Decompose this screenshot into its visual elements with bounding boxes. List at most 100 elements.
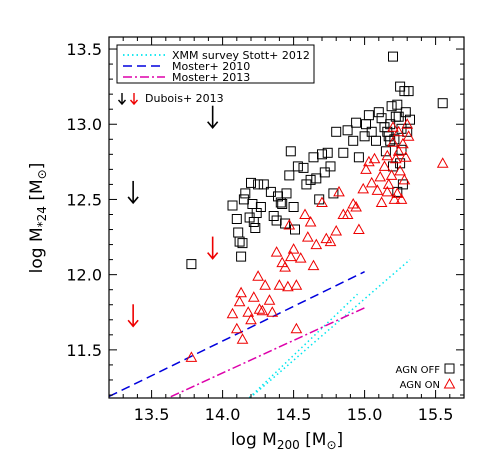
legend-label-xmm: XMM survey Stott+ 2012: [172, 49, 310, 62]
agn-on-point: [290, 279, 303, 290]
y-axis-label: log M*24 [M⊙]: [27, 163, 49, 274]
agn-on-point: [294, 252, 307, 263]
plot-frame: [108, 36, 465, 399]
agn-on-point: [353, 223, 365, 234]
reference-line: [247, 293, 359, 398]
agn-on-point: [301, 231, 314, 242]
agn-on-point: [360, 163, 372, 174]
agn-on-point: [398, 173, 411, 185]
agn-on-point: [330, 224, 343, 236]
agn-off-point: [305, 174, 316, 185]
reference-line: [248, 259, 411, 398]
agn-off-point: [284, 170, 295, 181]
agn-on-point: [381, 149, 394, 161]
agn-on-point: [316, 196, 328, 207]
agn-on-point: [282, 280, 294, 292]
agn-on-point: [226, 307, 239, 319]
agn-off-point: [233, 227, 244, 238]
agn-off-marker: [444, 363, 455, 374]
agn-on-point: [290, 322, 303, 334]
legend-box: [116, 44, 315, 84]
agn-off-point: [388, 161, 398, 172]
y-tick-label: 12.5: [66, 190, 102, 209]
agn-on-point: [381, 185, 394, 197]
agn-on-point: [389, 152, 402, 164]
agn-off-point: [322, 147, 333, 158]
agn-on-point: [252, 270, 264, 281]
agn-off-point: [386, 101, 397, 112]
agn-off-point: [388, 51, 398, 62]
agn-on-point: [233, 295, 246, 307]
agn-off-point: [285, 146, 296, 157]
agn-on-point: [368, 152, 381, 164]
agn-off-point: [247, 199, 258, 209]
agn-off-point: [319, 167, 330, 178]
agn-off-point: [277, 199, 288, 209]
agn-off-point: [298, 162, 309, 173]
agn-on-point: [397, 137, 409, 149]
agn-off-point: [250, 223, 261, 233]
agn-off-point: [353, 152, 364, 163]
agn-off-label: AGN OFF: [396, 365, 441, 376]
x-tick-label: 14.0: [205, 405, 241, 424]
upper-limit-arrow: [127, 304, 139, 328]
agn-on-point: [394, 164, 406, 176]
agn-on-point: [284, 250, 297, 262]
agn-off-point: [240, 188, 251, 199]
agn-on-point: [283, 218, 296, 230]
agn-off-point: [253, 179, 264, 190]
agn-off-point: [376, 113, 387, 124]
y-tick-label: 11.5: [66, 341, 102, 360]
agn-on-point: [436, 157, 449, 168]
agn-on-point: [375, 196, 388, 207]
agn-off-point: [325, 161, 336, 172]
agn-off-point: [351, 117, 362, 128]
agn-on-point: [299, 208, 311, 219]
reference-line: [166, 307, 365, 398]
agn-off-point: [246, 177, 256, 188]
agn-legend: AGN OFF AGN ON: [396, 363, 456, 391]
agn-on-point: [385, 169, 398, 180]
agn-on-point: [324, 235, 337, 247]
agn-on-point: [374, 170, 387, 182]
agn-off-point: [363, 110, 374, 121]
agn-off-point: [231, 214, 242, 224]
agn-off-point: [311, 173, 322, 184]
agn-on-point: [357, 182, 370, 194]
agn-on-point: [307, 259, 320, 271]
agn-off-point: [317, 149, 327, 160]
agn-on-point: [363, 155, 375, 167]
agn-off-point: [402, 126, 413, 137]
agn-off-point: [348, 135, 359, 146]
agn-on-point: [333, 185, 345, 197]
agn-on-point: [350, 200, 362, 212]
agn-off-point: [331, 126, 342, 137]
agn-on-point: [341, 208, 354, 219]
agn-off-point: [234, 236, 245, 247]
agn-on-point: [253, 303, 266, 314]
plot-data-layer: [109, 51, 449, 398]
x-tick-label: 15.5: [418, 405, 454, 424]
agn-on-point: [402, 130, 415, 141]
agn-on-point: [392, 145, 405, 156]
agn-on-point: [185, 351, 198, 362]
agn-on-point: [245, 313, 257, 325]
x-tick-label: 14.5: [276, 405, 312, 424]
agn-on-point: [387, 121, 399, 132]
agn-off-point: [237, 238, 248, 249]
agn-off-point: [227, 200, 238, 211]
agn-on-point: [401, 118, 414, 129]
dubois-legend: Dubois+ 2013: [117, 92, 224, 106]
agn-on-point: [259, 279, 272, 290]
agn-off-point: [338, 147, 349, 158]
reference-line: [109, 271, 365, 398]
agn-on-point: [242, 306, 255, 317]
agn-on-point: [365, 176, 378, 188]
agn-off-point: [373, 107, 384, 118]
agn-off-point: [308, 152, 319, 163]
agn-on-point: [395, 193, 408, 204]
y-tick-label: 13.0: [66, 115, 102, 134]
agn-off-point: [371, 135, 381, 146]
agn-on-point: [230, 322, 243, 334]
